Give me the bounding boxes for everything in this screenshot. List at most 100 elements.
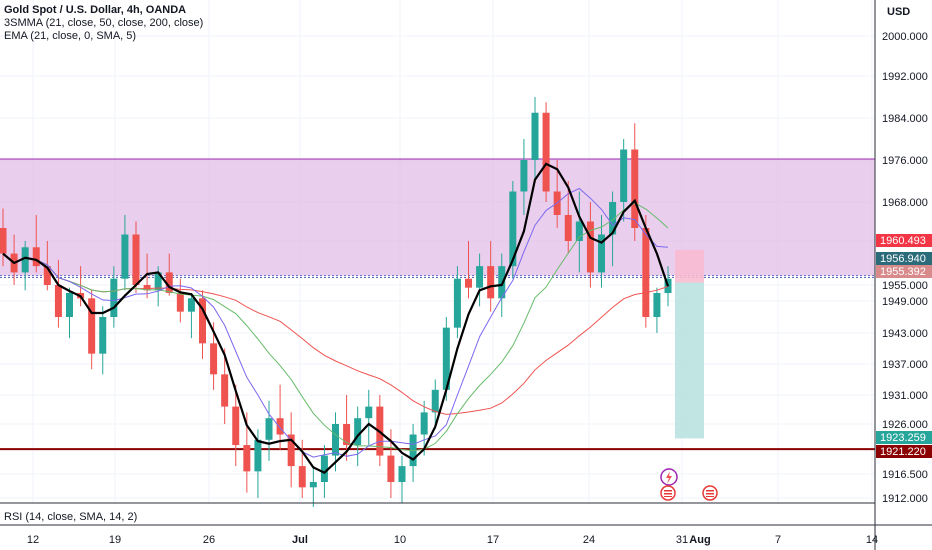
candle-body: [442, 327, 450, 390]
price-tick-label: 1937.000: [882, 359, 928, 371]
candle-body: [21, 247, 29, 273]
us-flag-event-icon[interactable]: [660, 485, 676, 501]
candle-body: [420, 412, 428, 435]
candle-body: [642, 228, 650, 317]
candle-body: [387, 455, 395, 482]
candle-body: [598, 234, 605, 273]
candle-body: [620, 149, 628, 202]
svg-text:1955.392: 1955.392: [880, 266, 926, 278]
currency-label[interactable]: USD: [887, 6, 911, 18]
candle-body: [476, 266, 484, 288]
ema-line: [2, 162, 670, 475]
candle-body: [43, 266, 51, 285]
candle-body: [187, 298, 195, 312]
candle-body: [509, 191, 517, 267]
candle-body: [465, 278, 472, 288]
candle-body: [354, 418, 362, 446]
stop-loss-zone[interactable]: [675, 249, 704, 283]
time-tick-label: 31: [676, 534, 688, 546]
lightning-event-icon[interactable]: [660, 468, 678, 486]
candle-body: [653, 293, 661, 317]
svg-text:1921.220: 1921.220: [880, 446, 926, 458]
price-tick-label: 1992.000: [882, 71, 928, 83]
candle-body: [520, 160, 528, 192]
price-tick-label: 1976.000: [882, 155, 928, 167]
price-tick-label: 1916.500: [882, 469, 928, 481]
candle-body: [232, 406, 240, 446]
event-markers[interactable]: [660, 468, 718, 501]
price-axis-ticks: 2000.000 1992.000 1984.000 1976.000 1968.000…: [882, 31, 928, 505]
candle-body: [221, 374, 229, 407]
candle-body: [287, 434, 295, 467]
candle-body: [564, 215, 572, 241]
price-tick-label: 1968.000: [882, 197, 928, 209]
candle-body: [110, 278, 118, 317]
candle-body: [487, 266, 495, 299]
candle-body: [542, 112, 550, 192]
candle-body: [309, 482, 317, 488]
candle-body: [609, 202, 617, 235]
candle-body: [343, 424, 351, 446]
us-flag-event-icon[interactable]: [702, 485, 718, 501]
candle-body: [498, 266, 506, 299]
price-tick-label: 1949.000: [882, 296, 928, 308]
time-tick-label: 12: [27, 534, 39, 546]
svg-text:1923.259: 1923.259: [880, 432, 926, 444]
candle-body: [332, 424, 339, 456]
indicator-3smma-label[interactable]: 3SMMA (21, close, 50, close, 200, close): [4, 17, 204, 29]
price-tick-label: 1955.000: [882, 280, 928, 292]
candle-body: [132, 234, 140, 285]
candle-body: [398, 466, 406, 482]
price-tag: 1955.392: [876, 265, 932, 278]
ma-50-line: [2, 202, 669, 452]
price-tag: 1956.940: [876, 252, 932, 265]
candle-body: [298, 466, 306, 488]
candle-body: [0, 228, 7, 254]
time-tick-label: 26: [203, 534, 215, 546]
time-tick-label: 17: [487, 534, 499, 546]
time-tick-label: 24: [583, 534, 595, 546]
indicator-ema-label[interactable]: EMA (21, close, 0, SMA, 5): [4, 30, 137, 42]
candle-body: [365, 406, 373, 419]
time-tick-label: 14: [866, 534, 878, 546]
price-tick-label: 1984.000: [882, 113, 928, 125]
candle-body: [586, 221, 594, 273]
candle-body: [88, 298, 96, 354]
candle-body: [631, 149, 639, 228]
take-profit-zone[interactable]: [675, 282, 704, 439]
svg-text:1960.493: 1960.493: [880, 235, 926, 247]
price-tag: 1921.220: [876, 445, 932, 458]
time-tick-label: Jul: [292, 534, 308, 546]
price-tag: 1960.493: [876, 234, 932, 247]
candle-body: [276, 418, 284, 435]
resistance-zone: [0, 158, 875, 276]
ma-21-line: [2, 187, 669, 458]
time-tick-label: 19: [109, 534, 121, 546]
candle-body: [154, 272, 162, 291]
candle-body: [320, 455, 328, 482]
candle-body: [121, 234, 129, 279]
candle-body: [210, 343, 218, 375]
time-tick-label: 10: [394, 534, 406, 546]
price-tag: 1923.259: [876, 431, 932, 444]
rsi-indicator-label[interactable]: RSI (14, close, SMA, 14, 2): [4, 511, 138, 523]
candle-body: [575, 221, 583, 241]
chart-legend: Gold Spot / U.S. Dollar, 4h, OANDA 3SMMA…: [4, 4, 203, 43]
candle-body: [431, 389, 439, 413]
time-tick-label: Aug: [689, 534, 710, 546]
candle-body: [165, 272, 173, 293]
candle-body: [143, 285, 151, 291]
symbol-title[interactable]: Gold Spot / U.S. Dollar, 4h, OANDA: [4, 4, 187, 16]
candle-body: [99, 317, 107, 354]
candle-body: [66, 293, 73, 317]
price-tick-label: 1943.000: [882, 328, 928, 340]
price-tick-label: 1912.000: [882, 493, 928, 505]
candle-body: [176, 293, 184, 312]
svg-text:1956.940: 1956.940: [880, 253, 926, 265]
time-axis-ticks: 12 19 26 Jul 10 17 24 31 Aug 7 14: [27, 534, 878, 546]
candle-body: [531, 112, 539, 160]
price-tick-label: 1931.000: [882, 390, 928, 402]
